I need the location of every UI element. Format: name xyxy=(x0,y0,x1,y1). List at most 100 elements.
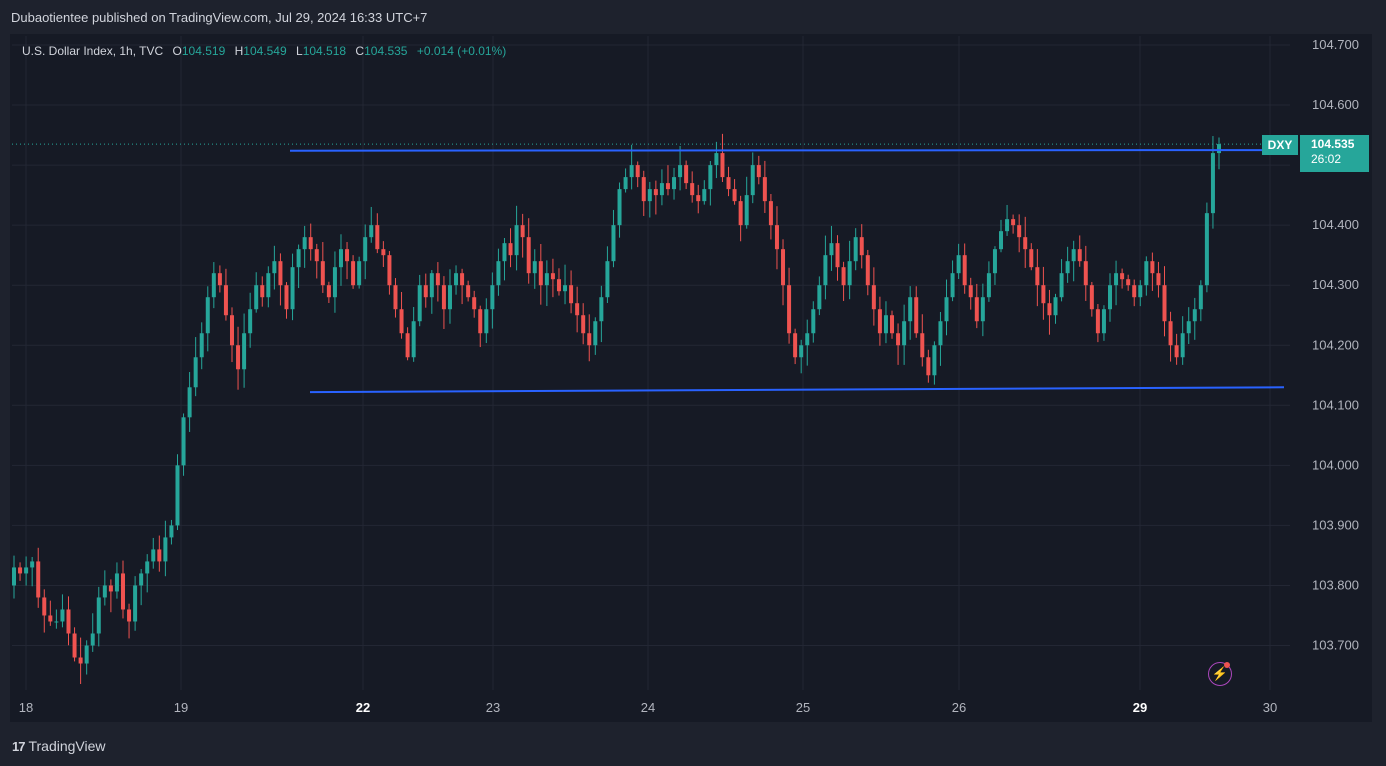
candle-body xyxy=(902,321,907,346)
candle-body xyxy=(30,561,35,568)
candle-body xyxy=(272,261,277,274)
candle-body xyxy=(1114,273,1119,286)
candle-body xyxy=(520,225,525,238)
x-tick-label: 19 xyxy=(174,700,188,715)
candle-body xyxy=(338,249,343,268)
candle-body xyxy=(496,261,501,286)
y-tick-label: 103.800 xyxy=(1312,577,1359,592)
candle-body xyxy=(151,549,156,562)
candle-body xyxy=(478,309,483,334)
candle-body xyxy=(1138,285,1143,298)
last-price-tag: 104.535 26:02 xyxy=(1300,135,1369,172)
candle-body xyxy=(1041,285,1046,304)
candle-body xyxy=(447,285,452,310)
tradingview-logo-icon: 17 xyxy=(12,738,26,754)
candle-body xyxy=(793,333,798,358)
candle-body xyxy=(66,609,71,634)
candle-body xyxy=(417,285,422,322)
candle-body xyxy=(611,225,616,262)
candle-body xyxy=(1059,273,1064,298)
change-value: +0.014 (+0.01%) xyxy=(416,44,507,58)
open-label: O xyxy=(172,44,182,58)
candle-body xyxy=(708,165,713,190)
candle-body xyxy=(883,315,888,334)
symbol-title: U.S. Dollar Index, 1h, TVC xyxy=(22,44,164,58)
y-tick-label: 104.600 xyxy=(1312,97,1359,112)
candle-body xyxy=(357,261,362,286)
candle-body xyxy=(920,333,925,358)
candle-body xyxy=(672,177,677,190)
candle-body xyxy=(587,333,592,346)
candle-body xyxy=(841,267,846,286)
candle-body xyxy=(605,261,610,298)
candle-body xyxy=(756,165,761,178)
brand-label: TradingView xyxy=(28,738,106,754)
candles-layer xyxy=(12,133,1221,684)
candle-body xyxy=(1053,297,1058,316)
candle-body xyxy=(962,255,967,286)
candle-body xyxy=(423,285,428,298)
close-label: C xyxy=(355,44,365,58)
candle-body xyxy=(726,177,731,190)
y-tick-label: 103.700 xyxy=(1312,638,1359,653)
candle-body xyxy=(484,309,489,334)
resistance-trendline xyxy=(289,149,1263,152)
candle-body xyxy=(835,243,840,268)
candle-body xyxy=(48,615,53,622)
candle-body xyxy=(986,273,991,298)
candle-body xyxy=(381,249,386,256)
candle-body xyxy=(714,153,719,166)
candle-body xyxy=(387,255,392,286)
candle-body xyxy=(454,273,459,286)
candle-body xyxy=(847,261,852,286)
candle-body xyxy=(999,231,1004,250)
candle-body xyxy=(254,285,259,310)
candle-body xyxy=(823,255,828,286)
candle-body xyxy=(1180,333,1185,358)
candle-body xyxy=(1083,261,1088,286)
y-tick-label: 104.200 xyxy=(1312,337,1359,352)
candle-body xyxy=(944,297,949,322)
candle-body xyxy=(411,321,416,358)
time-axis: 18 19 22 23 24 25 26 29 30 xyxy=(19,700,1277,715)
candle-body xyxy=(617,189,622,226)
candle-body xyxy=(405,333,410,358)
candle-body xyxy=(750,165,755,196)
candle-body xyxy=(956,255,961,274)
footer-brand[interactable]: 17 TradingView xyxy=(12,736,106,756)
chart-pane[interactable] xyxy=(10,34,1372,722)
ticker-tag: DXY xyxy=(1262,135,1298,155)
candle-body xyxy=(429,273,434,298)
candle-body xyxy=(332,267,337,298)
candle-body xyxy=(865,255,870,286)
candle-body xyxy=(490,285,495,310)
candle-body xyxy=(787,285,792,334)
high-value: 104.549 xyxy=(243,44,287,58)
candle-body xyxy=(811,309,816,334)
alert-dot xyxy=(1224,662,1230,668)
candle-body xyxy=(538,261,543,286)
y-tick-label: 103.900 xyxy=(1312,517,1359,532)
candle-body xyxy=(550,273,555,280)
candle-body xyxy=(42,597,47,616)
x-tick-label: 18 xyxy=(19,700,33,715)
last-price-value: 104.535 xyxy=(1311,137,1355,151)
candle-body xyxy=(199,333,204,358)
candle-body xyxy=(205,297,210,334)
candle-body xyxy=(908,297,913,322)
candle-body xyxy=(817,285,822,310)
candle-body xyxy=(653,189,658,196)
candle-body xyxy=(266,273,271,298)
lightning-icon[interactable]: ⚡ xyxy=(1208,662,1232,686)
candle-body xyxy=(187,387,192,418)
candle-body xyxy=(871,285,876,310)
ohlc-legend: U.S. Dollar Index, 1h, TVC O104.519 H104… xyxy=(22,44,506,58)
candle-body xyxy=(1120,273,1125,280)
x-tick-label: 26 xyxy=(952,700,966,715)
candle-body xyxy=(314,249,319,262)
candle-body xyxy=(914,297,919,334)
candle-body xyxy=(720,153,725,178)
candle-body xyxy=(24,567,29,574)
candle-body xyxy=(175,465,180,526)
